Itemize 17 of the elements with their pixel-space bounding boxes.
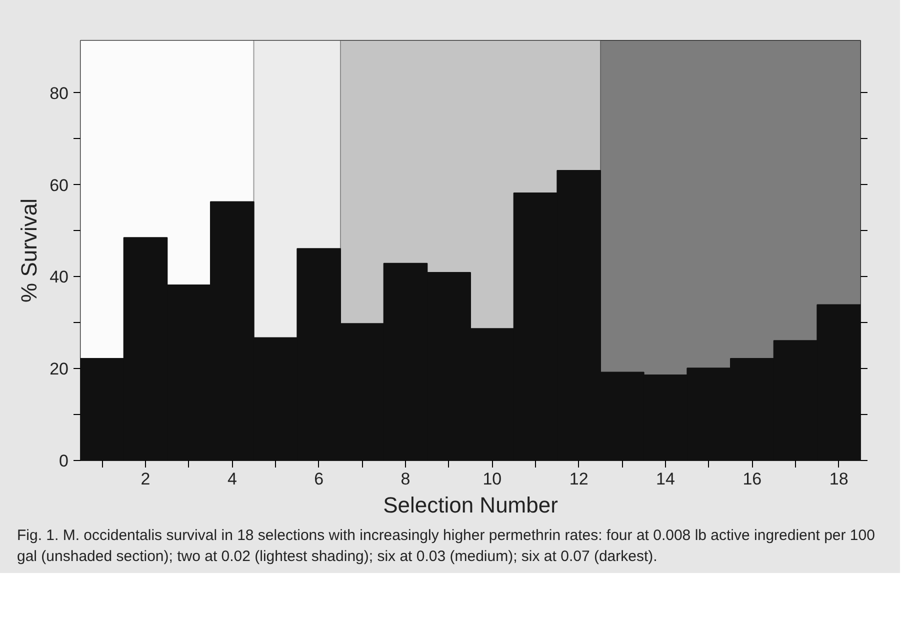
y-tick-label: 80 [50,84,69,103]
x-tick-label: 16 [742,470,762,488]
caption: Fig. 1. M. occidentalis survival in 18 selections with increasingly higher permethrin rates: four at 0.008 lb active ingredient per 100 gal (unshaded section); two at 0.02 (lightest shading); six at 0.03 (medium); six at 0.07 (darkest). [17,526,876,568]
y-tick-label: 60 [50,176,69,195]
x-axis-title: Selection Number [383,492,558,518]
x-tick-label: 4 [227,470,237,488]
x-tick-label: 14 [656,470,675,488]
x-tick-label: 2 [140,470,150,488]
x-tick-label: 12 [569,470,588,488]
y-tick-label: 0 [59,452,69,470]
x-tick-label: 8 [400,470,410,488]
x-tick-label: 18 [829,470,848,488]
y-axis-title: % Survival [16,198,42,302]
y-tick-label: 40 [50,268,69,287]
y-tick-label: 20 [50,360,69,379]
x-tick-label: 10 [482,470,502,488]
x-tick-label: 6 [314,470,324,488]
